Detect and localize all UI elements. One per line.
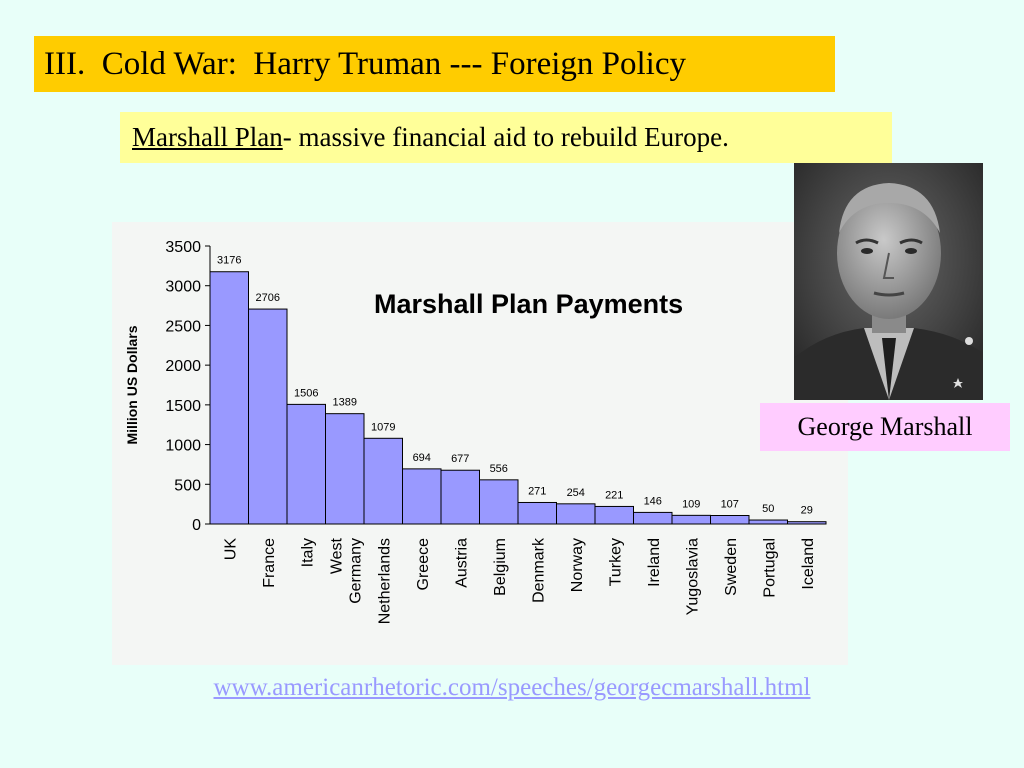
bar-value-label: 1506: [294, 387, 318, 399]
bar-value-label: 2706: [256, 292, 280, 304]
george-marshall-photo: [794, 163, 983, 400]
marshall-plan-chart: 0 500 1000 1500 2000 2500 3000 3500 Million US D…: [112, 222, 848, 665]
y-tick-label: 2500: [165, 318, 201, 335]
x-tick-label: Norway: [569, 538, 586, 592]
photo-caption: George Marshall: [760, 403, 1010, 451]
y-tick-label: 1000: [165, 438, 201, 455]
x-tick-label: Sweden: [723, 538, 740, 596]
x-tick-label: Austria: [453, 538, 470, 588]
bar-value-label: 50: [762, 503, 774, 515]
x-tick-label: Belgium: [492, 538, 509, 596]
source-link[interactable]: www.americanrhetoric.com/speeches/george…: [213, 674, 811, 701]
bar-value-label: 254: [567, 487, 585, 499]
bar-value-label: 3176: [217, 255, 241, 267]
bar-greece: [402, 468, 442, 525]
x-tick-label: Ireland: [646, 538, 663, 587]
y-axis-label: Million US Dollars: [124, 325, 140, 444]
bar-netherlands: [363, 437, 403, 525]
bar-value-label: 109: [682, 498, 700, 510]
x-tick-label: Italy: [299, 538, 316, 567]
bar-portugal: [748, 519, 788, 525]
x-tick-label: Yugoslavia: [684, 538, 701, 615]
y-tick-label: 3500: [165, 239, 201, 256]
bar-west-germany: [325, 413, 365, 525]
x-tick-label: Turkey: [607, 538, 624, 586]
x-tick-label: West: [328, 537, 345, 574]
y-tick-label: 0: [192, 517, 201, 534]
bar-value-label: 271: [528, 485, 546, 497]
x-tick-label: Netherlands: [376, 538, 393, 624]
bar-denmark: [517, 501, 557, 525]
slide-subtitle: Marshall Plan- massive financial aid to …: [120, 112, 892, 163]
bar-iceland: [787, 521, 827, 525]
y-tick-label: 2000: [165, 358, 201, 375]
x-tick-label: UK: [222, 538, 239, 561]
y-tick-label: 3000: [165, 279, 201, 296]
bar-uk: [209, 271, 249, 525]
bar-value-label: 1389: [333, 397, 357, 409]
bar-france: [248, 308, 288, 525]
bar-yugoslavia: [671, 514, 711, 525]
bar-value-label: 677: [451, 453, 469, 465]
chart-canvas: 0 500 1000 1500 2000 2500 3000 3500 Million US D…: [124, 239, 827, 624]
bar-norway: [556, 503, 596, 525]
x-tick-label: France: [261, 538, 278, 588]
bar-value-label: 221: [605, 489, 623, 501]
subtitle-description: - massive financial aid to rebuild Europ…: [282, 122, 729, 152]
bar-sweden: [710, 515, 750, 525]
bar-value-label: 694: [413, 452, 431, 464]
bar-value-label: 556: [490, 463, 508, 475]
bar-turkey: [594, 505, 634, 525]
x-tick-label: Portugal: [761, 538, 778, 598]
portrait-image: [794, 163, 983, 400]
y-tick-label: 1500: [165, 398, 201, 415]
bar-italy: [286, 403, 326, 525]
bar-value-label: 1079: [371, 421, 395, 433]
chart-title: Marshall Plan Payments: [374, 289, 683, 319]
x-tick-label: Iceland: [800, 538, 817, 590]
marshall-plan-term: Marshall Plan: [132, 122, 283, 152]
x-tick-label: Greece: [415, 538, 432, 591]
bar-austria: [440, 469, 480, 525]
slide-title: III. Cold War: Harry Truman --- Foreign …: [34, 36, 835, 92]
bar-value-label: 107: [721, 499, 739, 511]
bar-belgium: [479, 479, 519, 525]
x-tick-label: Germany: [347, 538, 364, 604]
bar-value-label: 29: [801, 505, 813, 517]
y-tick-label: 500: [174, 477, 201, 494]
x-tick-label: Denmark: [530, 537, 547, 603]
bar-value-label: 146: [644, 495, 662, 507]
bar-ireland: [633, 511, 673, 525]
